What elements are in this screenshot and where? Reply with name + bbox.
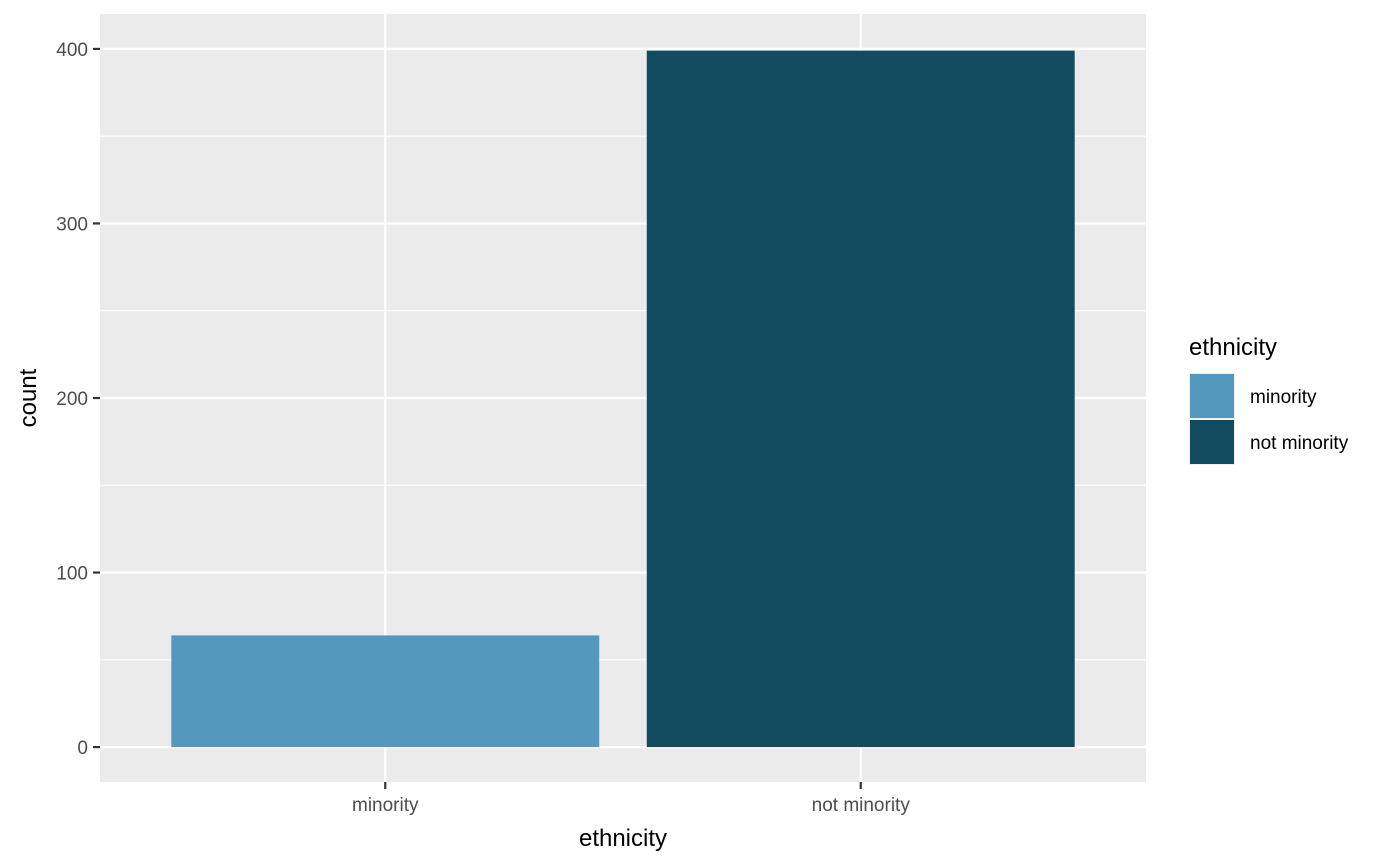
legend-title: ethnicity xyxy=(1189,334,1277,361)
legend-key-swatch xyxy=(1190,374,1234,418)
y-axis-title: count xyxy=(15,368,42,427)
y-tick-label: 300 xyxy=(56,214,88,235)
bar-not-minority xyxy=(646,50,1075,748)
legend: ethnicity minority not minority xyxy=(1189,334,1349,465)
y-axis: 0 100 200 300 400 xyxy=(56,40,100,759)
x-axis-title: ethnicity xyxy=(579,825,667,852)
bars xyxy=(171,50,1075,748)
legend-label: minority xyxy=(1250,387,1317,408)
x-axis: minority not minority xyxy=(352,782,910,816)
y-tick-label: 0 xyxy=(77,738,88,759)
legend-entries: minority not minority xyxy=(1189,373,1349,465)
x-tick-label: not minority xyxy=(812,795,911,816)
legend-key-swatch xyxy=(1190,420,1234,464)
legend-label: not minority xyxy=(1250,433,1349,454)
y-tick-label: 200 xyxy=(56,389,88,410)
y-tick-label: 100 xyxy=(56,564,88,585)
bar-minority xyxy=(171,635,600,748)
x-tick-label: minority xyxy=(352,795,419,816)
y-tick-label: 400 xyxy=(56,40,88,61)
